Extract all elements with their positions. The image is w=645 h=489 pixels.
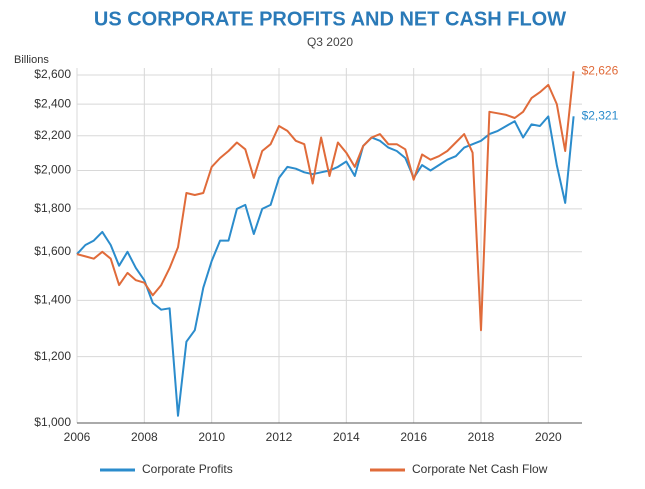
value-label: $2,321: [582, 108, 619, 122]
x-tick-label: 2008: [131, 430, 158, 444]
y-tick-label: $1,400: [34, 293, 71, 307]
chart-subtitle: Q3 2020: [307, 35, 353, 49]
y-axis-label: Billions: [14, 54, 49, 66]
y-tick-label: $1,800: [34, 201, 71, 215]
legend-label: Corporate Net Cash Flow: [412, 462, 548, 476]
y-tick-label: $2,600: [34, 67, 71, 81]
y-tick-label: $1,600: [34, 244, 71, 258]
y-tick-label: $2,200: [34, 128, 71, 142]
series-line: [76, 71, 575, 332]
chart-title: US CORPORATE PROFITS AND NET CASH FLOW: [94, 8, 566, 30]
series-line: [76, 115, 575, 417]
y-tick-label: $1,200: [34, 349, 71, 363]
y-tick-label: $2,000: [34, 163, 71, 177]
x-tick-label: 2018: [468, 430, 495, 444]
x-tick-label: 2014: [333, 430, 360, 444]
y-tick-label: $1,000: [34, 415, 71, 429]
x-tick-label: 2016: [400, 430, 427, 444]
legend-label: Corporate Profits: [142, 462, 233, 476]
y-tick-label: $2,400: [34, 96, 71, 110]
x-tick-label: 2010: [198, 430, 225, 444]
x-tick-label: 2006: [64, 430, 91, 444]
x-tick-label: 2012: [266, 430, 293, 444]
x-tick-label: 2020: [535, 430, 562, 444]
value-label: $2,626: [582, 63, 619, 77]
